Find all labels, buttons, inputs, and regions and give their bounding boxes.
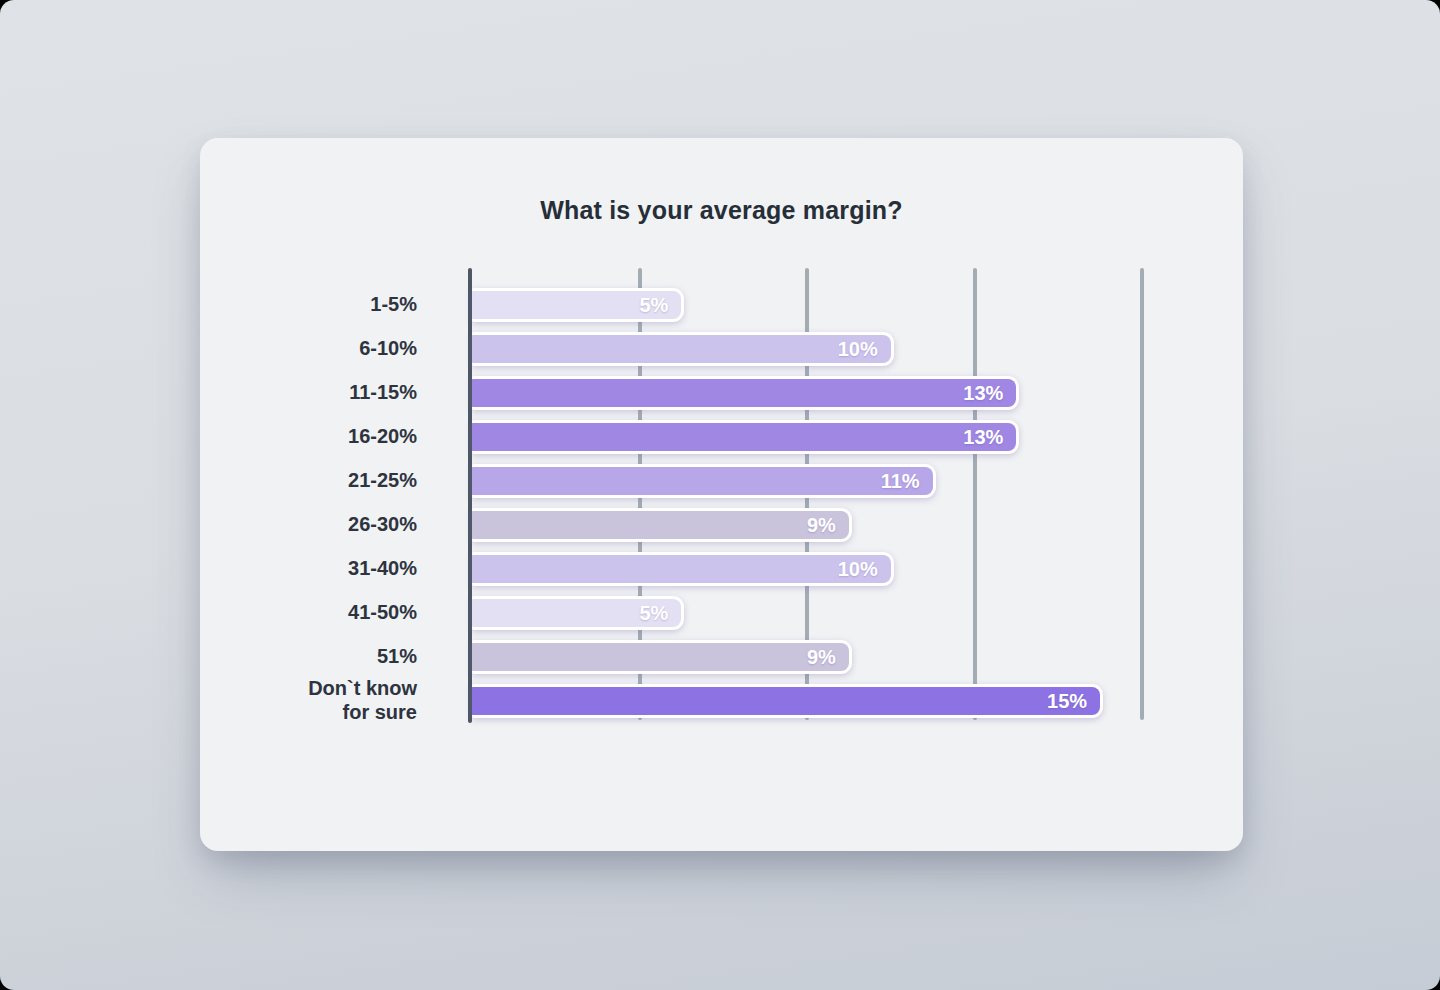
bar: 10% <box>472 552 894 586</box>
bar-value-label: 13% <box>963 426 1016 449</box>
bar-value-label: 9% <box>807 646 849 669</box>
bar-value-label: 13% <box>963 382 1016 405</box>
category-label: 41-50% <box>200 601 417 625</box>
bar: 9% <box>472 508 852 542</box>
category-label: 21-25% <box>200 469 417 493</box>
bar: 5% <box>472 596 684 630</box>
bar-row: 1-5% 5% <box>200 283 1243 327</box>
bar-row: 6-10% 10% <box>200 327 1243 371</box>
chart-card: What is your average margin? 1-5% 5% 6-1… <box>200 138 1243 851</box>
bar-row: 31-40% 10% <box>200 547 1243 591</box>
bar-rows-container: 1-5% 5% 6-10% 10% 11-15% 13% 16-20% <box>200 268 1243 723</box>
category-label: 26-30% <box>200 513 417 537</box>
bar-value-label: 5% <box>639 602 681 625</box>
screen-background: What is your average margin? 1-5% 5% 6-1… <box>0 0 1440 990</box>
bar-row: 11-15% 13% <box>200 371 1243 415</box>
category-label: 1-5% <box>200 293 417 317</box>
category-label: 31-40% <box>200 557 417 581</box>
bar: 15% <box>472 684 1103 718</box>
bar-value-label: 10% <box>838 338 891 361</box>
bar: 5% <box>472 288 684 322</box>
bar-value-label: 9% <box>807 514 849 537</box>
category-label: 16-20% <box>200 425 417 449</box>
category-label: 11-15% <box>200 381 417 405</box>
category-label: 6-10% <box>200 337 417 361</box>
bar-value-label: 11% <box>881 470 933 493</box>
bar-row: 51% 9% <box>200 635 1243 679</box>
bar-value-label: 10% <box>838 558 891 581</box>
bar-row: Don`t know for sure 15% <box>200 679 1243 723</box>
bar-value-label: 15% <box>1047 690 1100 713</box>
bar: 13% <box>472 376 1019 410</box>
bar-row: 16-20% 13% <box>200 415 1243 459</box>
bar: 10% <box>472 332 894 366</box>
chart-title: What is your average margin? <box>200 196 1243 225</box>
category-label: Don`t know for sure <box>200 677 417 724</box>
bar-value-label: 5% <box>639 294 681 317</box>
category-label: 51% <box>200 645 417 669</box>
bar: 13% <box>472 420 1019 454</box>
bar: 9% <box>472 640 852 674</box>
bar: 11% <box>472 464 936 498</box>
bar-row: 26-30% 9% <box>200 503 1243 547</box>
bar-row: 21-25% 11% <box>200 459 1243 503</box>
bar-row: 41-50% 5% <box>200 591 1243 635</box>
